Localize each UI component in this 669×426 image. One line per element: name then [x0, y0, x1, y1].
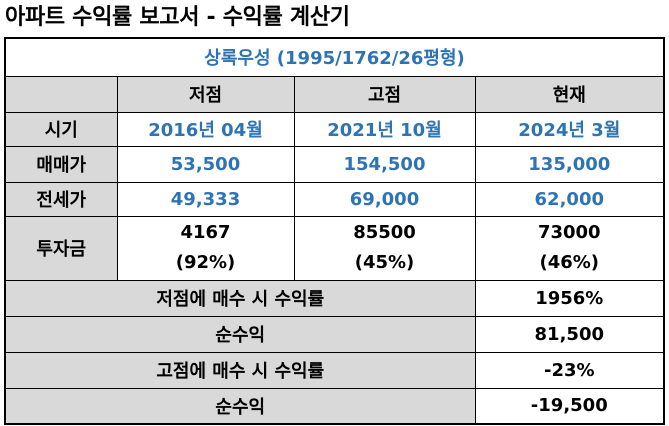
sale-price-low: 53,500: [116, 145, 295, 183]
apartment-caption: 상록우성 (1995/1762/26평형): [3, 37, 666, 77]
time-high: 2021년 10월: [293, 111, 476, 147]
header-empty-cell: [4, 75, 118, 113]
header-current: 현재: [474, 75, 666, 113]
investment-amount: 4167: [180, 222, 231, 243]
summary-label-high-return: 고점에 매수 시 수익률: [4, 351, 476, 389]
summary-label-low-profit: 순수익: [4, 315, 476, 353]
jeonse-price-low: 49,333: [116, 181, 295, 217]
sale-price-high: 154,500: [293, 145, 476, 183]
investment-current: 73000 (46%): [474, 215, 666, 281]
investment-amount: 73000: [537, 222, 601, 243]
summary-value-high-return: -23%: [474, 351, 666, 389]
table-row: 순수익 81,500: [4, 315, 666, 353]
jeonse-price-current: 62,000: [474, 181, 666, 217]
row-label-time: 시기: [4, 111, 118, 147]
row-label-sale-price: 매매가: [4, 145, 118, 183]
row-label-investment: 투자금: [4, 215, 118, 281]
investment-ratio: (46%): [539, 252, 600, 273]
page-title: 아파트 수익률 보고서 - 수익률 계산기: [5, 5, 350, 30]
investment-ratio: (92%): [175, 252, 236, 273]
returns-table: 상록우성 (1995/1762/26평형) 저점 고점 현재 시기 2016년 …: [3, 37, 666, 425]
row-label-jeonse-price: 전세가: [4, 181, 118, 217]
summary-value-low-profit: 81,500: [474, 315, 666, 353]
summary-label-low-return: 저점에 매수 시 수익률: [4, 279, 476, 317]
table-row: 저점에 매수 시 수익률 1956%: [4, 279, 666, 317]
table-row: 매매가 53,500 154,500 135,000: [4, 145, 666, 183]
investment-ratio: (45%): [354, 252, 415, 273]
investment-low: 4167 (92%): [116, 215, 295, 281]
jeonse-price-high: 69,000: [293, 181, 476, 217]
summary-label-high-profit: 순수익: [4, 387, 476, 425]
table-row: 전세가 49,333 69,000 62,000: [4, 181, 666, 217]
time-low: 2016년 04월: [116, 111, 295, 147]
summary-value-high-profit: -19,500: [474, 387, 666, 425]
investment-high: 85500 (45%): [293, 215, 476, 281]
table-row: 순수익 -19,500: [4, 387, 666, 425]
header-low: 저점: [116, 75, 295, 113]
investment-amount: 85500: [353, 222, 416, 243]
time-current: 2024년 3월: [474, 111, 666, 147]
table-row: 투자금 4167 (92%) 85500 (45%) 73000 (46%): [4, 215, 666, 281]
table-row: 시기 2016년 04월 2021년 10월 2024년 3월: [4, 111, 666, 147]
table-row: 고점에 매수 시 수익률 -23%: [4, 351, 666, 389]
sale-price-current: 135,000: [474, 145, 666, 183]
summary-value-low-return: 1956%: [474, 279, 666, 317]
header-high: 고점: [293, 75, 476, 113]
